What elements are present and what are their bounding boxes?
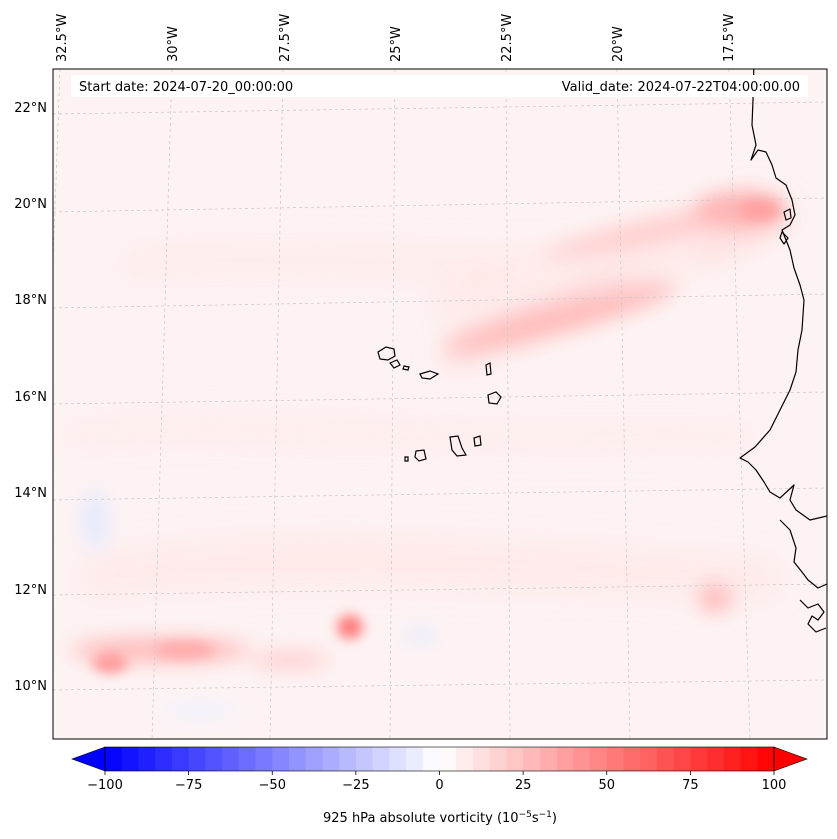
colorbar-segment [456,747,474,771]
island-santo-antao [377,346,396,361]
colorbar-segment [673,747,691,771]
colorbar-high-arrow [773,746,808,772]
lon-label: 22.5°W [500,14,515,62]
colorbar-tick-label: −75 [175,778,202,793]
colorbar-segment [690,747,708,771]
colorbar-segments [105,747,775,771]
colorbar-segment [439,747,457,771]
colorbar-segment [506,747,524,771]
island-fogo [414,449,427,462]
lat-label: 14°N [14,486,47,501]
lat-label: 20°N [14,197,47,212]
cape-verde-islands [377,346,502,462]
colorbar-segment [121,747,140,771]
colorbar-segment [757,747,775,771]
colorbar-segment [523,747,541,771]
colorbar-label: 925 hPa absolute vorticity (10−5s−1) [323,810,557,826]
map-panel [53,69,827,739]
lat-label: 10°N [14,679,47,694]
colorbar-segment [556,747,574,771]
colorbar-segment [205,747,223,771]
colorbar-segment [372,747,390,771]
colorbar-segment [389,747,407,771]
lon-label: 32.5°W [55,14,70,62]
island-maio [473,435,482,447]
start-date-text: Start date: 2024-07-20_00:00:00 [79,80,293,95]
lon-label: 25°W [389,26,404,62]
colorbar-tick-label: −25 [342,778,369,793]
colorbar-segment [707,747,725,771]
map-frame [52,68,828,740]
colorbar-tick-label: 50 [598,778,615,793]
lat-label: 16°N [14,390,47,405]
colorbar-tick-label: 75 [682,778,699,793]
vorticity-field [60,190,790,718]
colorbar-segment [355,747,374,771]
date-info-box: Start date: 2024-07-20_00:00:00 Valid_da… [71,75,808,97]
ocean-background [53,69,827,739]
colorbar-segment [723,747,742,771]
island-boa-vista [487,391,502,405]
island-santa-luzia [402,365,410,371]
colorbar-segment [656,747,675,771]
colorbar-segment [606,747,625,771]
colorbar-segment [255,747,273,771]
lat-label: 12°N [14,583,47,598]
colorbar-segment [339,747,357,771]
lon-label: 17.5°W [722,14,737,62]
colorbar-segment [573,747,591,771]
colorbar-segment [406,747,424,771]
colorbar-low-arrow [71,746,106,772]
colorbar-segment [171,747,190,771]
island-brava [404,456,409,462]
colorbar-tick-label: 0 [435,778,443,793]
longitude-labels: 32.5°W 30°W 27.5°W 25°W 22.5°W 20°W 17.5… [55,14,737,62]
latitude-labels: 22°N 20°N 18°N 16°N 14°N 12°N 10°N [14,101,47,694]
colorbar-segment [539,747,558,771]
colorbar-segment [422,747,441,771]
africa-coastline [739,69,827,633]
date-info-background [71,75,808,97]
valid-date-text: Valid_date: 2024-07-22T04:00:00.00 [562,80,800,95]
lon-label: 27.5°W [278,14,293,62]
colorbar-segment [590,747,608,771]
colorbar-segment [222,747,240,771]
colorbar-segment [640,747,658,771]
colorbar-segment [489,747,507,771]
colorbar-segment [238,747,257,771]
gridlines [53,69,827,739]
colorbar-segment [740,747,758,771]
island-sao-vicente [389,359,401,369]
colorbar-tick-label: 100 [762,778,787,793]
colorbar-segment [138,747,156,771]
lat-label: 22°N [14,101,47,116]
colorbar-segment [272,747,290,771]
colorbar-segment [472,747,491,771]
colorbar-segment [322,747,340,771]
colorbar-tick-label: 25 [515,778,532,793]
colorbar-segment [188,747,206,771]
colorbar-segment [105,747,123,771]
lon-label: 20°W [611,26,626,62]
lat-label: 18°N [14,293,47,308]
colorbar-segment [155,747,173,771]
colorbar: −100 −75 −50 −25 0 25 50 75 100 925 hPa absolute… [71,746,808,826]
colorbar-tick-label: −100 [87,778,123,793]
colorbar-ticks: −100 −75 −50 −25 0 25 50 75 100 [87,771,786,793]
island-sal [485,362,492,376]
colorbar-segment [305,747,324,771]
colorbar-tick-label: −50 [259,778,286,793]
island-santiago [449,435,467,457]
island-sao-nicolau [419,370,440,380]
colorbar-segment [288,747,307,771]
lon-label: 30°W [166,26,181,62]
colorbar-segment [623,747,641,771]
